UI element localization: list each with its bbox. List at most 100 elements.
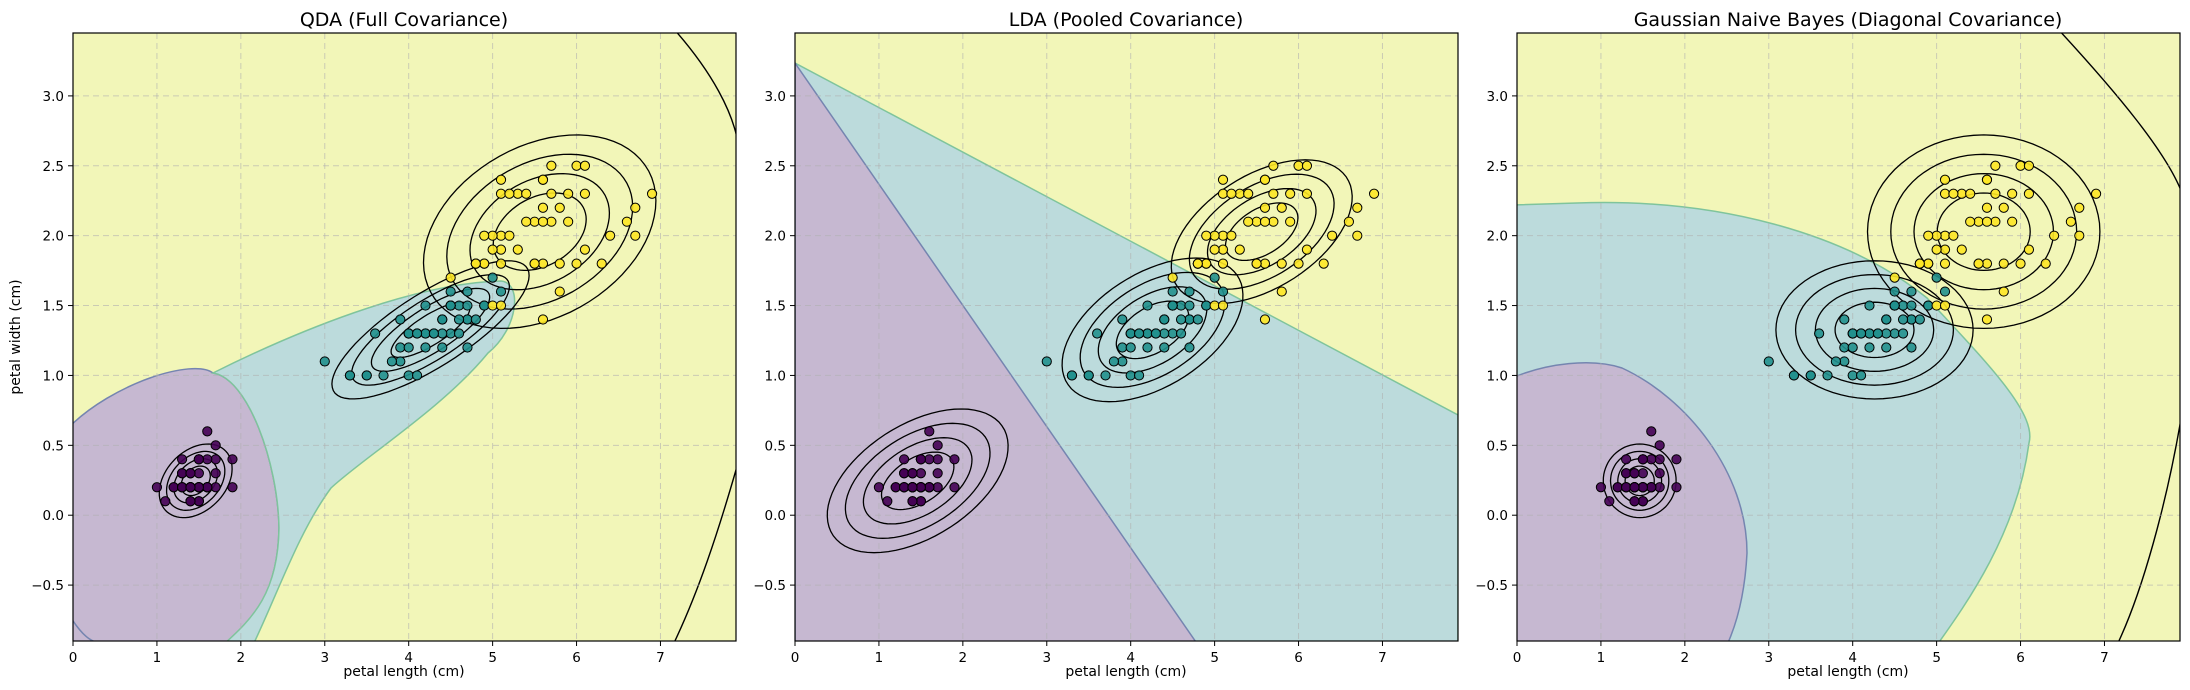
point-class-2 <box>2007 216 2018 227</box>
point-class-1 <box>437 342 448 353</box>
point-class-1 <box>1184 300 1195 311</box>
point-class-2 <box>630 230 641 241</box>
contour-class-1 <box>1079 271 1226 389</box>
point-class-0 <box>193 468 204 479</box>
contour-class-0 <box>158 443 233 519</box>
data-points <box>873 160 1380 507</box>
point-class-2 <box>1259 174 1271 185</box>
point-class-2 <box>630 202 641 213</box>
contour-class-0 <box>862 437 973 525</box>
point-class-2 <box>2090 188 2102 199</box>
point-class-1 <box>1142 328 1153 339</box>
point-class-2 <box>1956 188 1967 199</box>
point-class-2 <box>1251 216 1262 227</box>
point-class-1 <box>1142 300 1153 311</box>
panel-qda-frame <box>72 32 737 642</box>
point-class-2 <box>1998 258 2009 269</box>
point-class-0 <box>932 454 943 465</box>
point-class-0 <box>185 468 196 479</box>
contour-class-2 <box>422 134 657 330</box>
point-class-2 <box>1990 188 2001 199</box>
point-class-1 <box>395 314 406 325</box>
point-class-2 <box>1217 188 1229 199</box>
point-class-2 <box>596 258 607 269</box>
point-class-0 <box>915 454 926 465</box>
point-class-0 <box>924 426 935 437</box>
point-class-2 <box>2015 160 2026 171</box>
x-tick-label: 6 <box>572 650 581 666</box>
point-class-2 <box>1998 202 2009 213</box>
point-class-2 <box>1981 174 1993 185</box>
point-class-1 <box>1117 356 1128 367</box>
point-class-2 <box>487 300 498 311</box>
point-class-1 <box>1847 342 1858 353</box>
point-class-2 <box>563 188 574 199</box>
point-class-1 <box>1167 328 1178 339</box>
point-class-1 <box>1906 342 1917 353</box>
point-class-1 <box>1864 342 1875 353</box>
point-class-2 <box>1301 244 1313 255</box>
point-class-1 <box>1083 370 1094 381</box>
y-tick-label: 0.0 <box>1487 508 1508 524</box>
point-class-1 <box>462 300 473 311</box>
point-class-0 <box>932 468 943 479</box>
point-class-2 <box>521 216 532 227</box>
point-class-1 <box>1864 300 1875 311</box>
contour-class-0 <box>880 451 955 511</box>
region-class-1 <box>210 280 516 641</box>
point-class-2 <box>1939 188 1951 199</box>
point-class-0 <box>1612 482 1623 493</box>
point-class-2 <box>495 188 507 199</box>
point-class-2 <box>1209 300 1220 311</box>
point-class-0 <box>890 482 901 493</box>
x-tick-label: 3 <box>320 650 329 666</box>
point-class-0 <box>227 454 238 465</box>
point-class-1 <box>370 328 381 339</box>
x-tick-label: 6 <box>1294 650 1303 666</box>
panel-lda: LDA (Pooled Covariance) 0 1 2 3 4 5 6 7 −0.5 0.0… <box>753 9 1459 680</box>
y-tick-label: 3.0 <box>1487 89 1508 105</box>
point-class-1 <box>1906 300 1917 311</box>
point-class-2 <box>1234 244 1245 255</box>
outer-contour-bottom <box>2118 420 2180 641</box>
point-class-0 <box>1654 468 1665 479</box>
y-tick-label: 0.0 <box>43 508 64 524</box>
point-class-2 <box>1268 188 1279 199</box>
data-points <box>151 160 658 507</box>
point-class-2 <box>2040 258 2051 269</box>
point-class-2 <box>1201 258 1212 269</box>
point-class-2 <box>512 188 523 199</box>
point-class-2 <box>495 174 507 185</box>
x-tick-label: 4 <box>404 650 413 666</box>
point-class-1 <box>1100 370 1111 381</box>
point-class-2 <box>487 244 498 255</box>
point-class-0 <box>168 482 179 493</box>
point-class-1 <box>1889 286 1900 297</box>
point-class-2 <box>1268 160 1279 171</box>
outer-contour-top <box>2060 33 2180 191</box>
point-class-2 <box>546 160 557 171</box>
y-tick-label: 2.0 <box>765 229 786 245</box>
point-class-1 <box>1897 314 1909 325</box>
point-class-1 <box>1822 370 1833 381</box>
point-class-0 <box>915 496 926 507</box>
y-tick-label: 1.5 <box>1487 299 1508 315</box>
point-class-2 <box>445 272 456 283</box>
x-ticks: 0 1 2 3 4 5 6 7 <box>69 641 665 666</box>
point-class-1 <box>1864 328 1875 339</box>
y-tick-label: 3.0 <box>43 89 64 105</box>
point-class-0 <box>210 454 221 465</box>
point-class-2 <box>646 188 658 199</box>
point-class-2 <box>2023 188 2035 199</box>
point-class-0 <box>924 482 935 493</box>
point-class-1 <box>487 272 498 283</box>
point-class-1 <box>1872 328 1883 339</box>
point-class-2 <box>1998 286 2009 297</box>
point-class-1 <box>319 356 330 367</box>
point-class-0 <box>899 468 910 479</box>
point-class-1 <box>395 356 406 367</box>
point-class-1 <box>1125 328 1136 339</box>
point-class-0 <box>1629 496 1640 507</box>
point-class-1 <box>453 300 465 311</box>
point-class-0 <box>899 482 910 493</box>
